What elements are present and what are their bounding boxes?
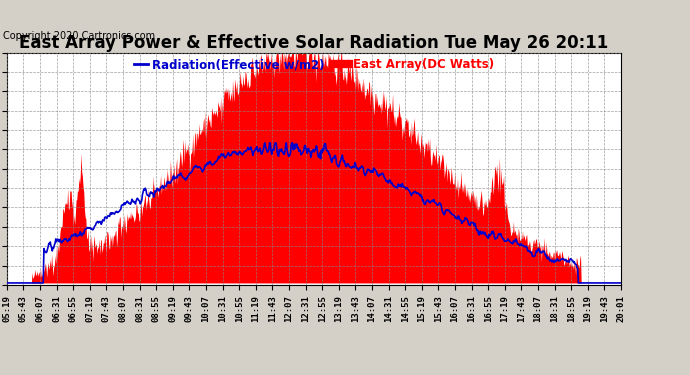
Title: East Array Power & Effective Solar Radiation Tue May 26 20:11: East Array Power & Effective Solar Radia… (19, 34, 609, 53)
Legend: Radiation(Effective w/m2), East Array(DC Watts): Radiation(Effective w/m2), East Array(DC… (129, 54, 499, 76)
Text: Copyright 2020 Cartronics.com: Copyright 2020 Cartronics.com (3, 32, 155, 41)
